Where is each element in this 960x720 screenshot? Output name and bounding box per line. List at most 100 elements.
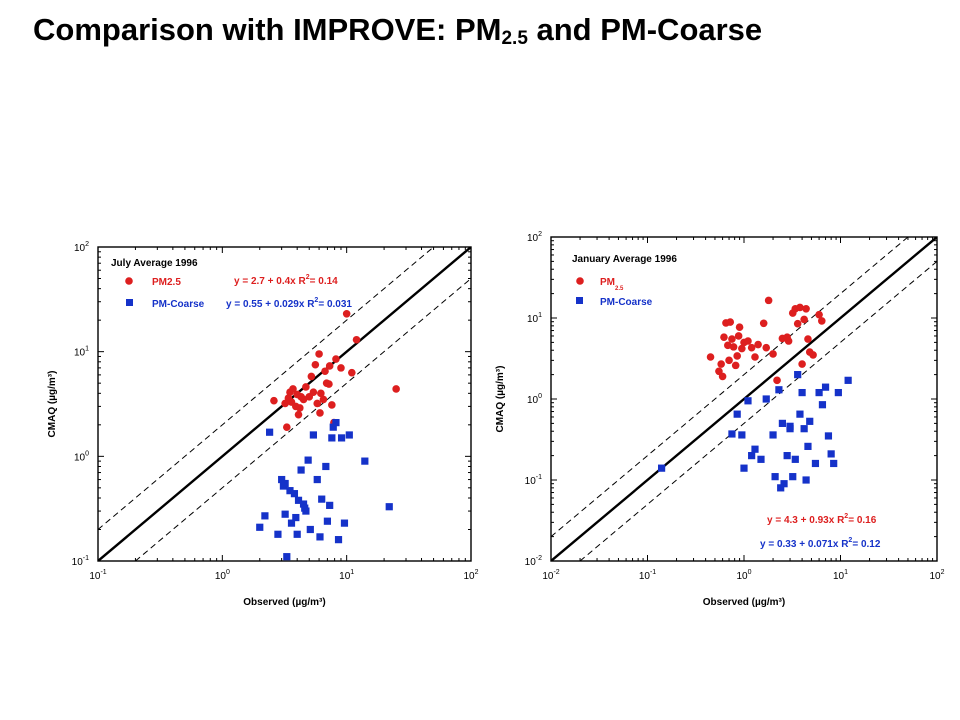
pm25-point <box>744 337 752 345</box>
tick-base: 10 <box>639 571 651 582</box>
tick-exponent: -2 <box>553 569 559 576</box>
coarse-point <box>751 445 759 453</box>
tick-exponent: 1 <box>350 569 354 576</box>
two-to-one-line <box>98 247 434 530</box>
x-tick-label: 10-1 <box>89 569 106 582</box>
y-tick-label: 101 <box>527 312 542 325</box>
series-coarse <box>658 371 852 492</box>
fit-equation-coarse: y = 0.55 + 0.029x R2= 0.031 <box>226 297 352 310</box>
coarse-point <box>757 455 765 463</box>
tick-exponent: -2 <box>536 555 542 562</box>
tick-exponent: 2 <box>538 231 542 238</box>
r2-value: = 0.16 <box>848 515 877 526</box>
coarse-point <box>762 395 770 403</box>
coarse-point <box>818 401 827 409</box>
coarse-point <box>334 536 343 544</box>
tick-base: 10 <box>929 571 941 582</box>
tick-exponent: 0 <box>226 569 230 576</box>
y-tick-label: 100 <box>527 393 542 406</box>
coarse-point <box>293 530 301 538</box>
x-tick-label: 10-2 <box>542 569 559 582</box>
pm25-point <box>726 318 735 326</box>
x-tick-label: 10-1 <box>639 569 656 582</box>
legend-pm25-marker <box>125 277 133 285</box>
pm25-point <box>270 396 278 405</box>
coarse-point <box>290 490 299 498</box>
pm25-point <box>315 350 323 358</box>
tick-base: 10 <box>525 557 537 568</box>
x-tick-label: 100 <box>215 569 230 582</box>
series-pm25 <box>270 310 400 431</box>
pm25-point <box>319 395 328 404</box>
tick-base: 10 <box>736 571 748 582</box>
pm25-point <box>783 333 791 341</box>
reference-lines <box>551 237 937 561</box>
tick-base: 10 <box>74 348 86 359</box>
coarse-point <box>301 504 309 512</box>
pm25-point <box>294 410 303 419</box>
tick-exponent: 2 <box>85 241 89 248</box>
legend-pm25-marker <box>576 277 584 285</box>
r2-sup: 2 <box>844 513 848 520</box>
pm25-point <box>720 333 728 341</box>
coarse-point <box>278 475 286 484</box>
slide-title: Comparison with IMPROVE: PM2.5 and PM-Co… <box>33 12 762 50</box>
coarse-point <box>728 430 736 438</box>
series-pm25 <box>706 296 826 385</box>
y-tick-label: 101 <box>74 346 89 359</box>
coarse-point <box>658 464 666 472</box>
r2-label: R <box>299 276 307 287</box>
coarse-point <box>385 503 393 511</box>
pm25-point <box>325 380 333 388</box>
x-tick-label: 102 <box>463 569 478 582</box>
tick-exponent: 2 <box>475 569 479 576</box>
coarse-point <box>299 500 308 508</box>
pm25-point <box>764 296 773 305</box>
pm25-point <box>773 376 781 385</box>
r2-sup: 2 <box>848 537 852 544</box>
y-tick-label: 10-1 <box>525 474 542 487</box>
y-axis-label: CMAQ (µg/m³) <box>47 371 58 438</box>
pm25-point <box>302 383 310 391</box>
pm25-point <box>793 319 802 328</box>
r2-label: R <box>841 539 849 550</box>
coarse-point <box>780 480 788 488</box>
title-subscript: 2.5 <box>501 28 528 49</box>
tick-base: 10 <box>215 571 227 582</box>
coarse-point <box>281 479 289 488</box>
panel-annotation: July Average 1996 <box>111 258 198 269</box>
r2-label: R <box>307 299 315 310</box>
legend-coarse-marker <box>126 299 133 306</box>
fit-equation-pm25: y = 2.7 + 0.4x R2= 0.14 <box>234 274 338 287</box>
tick-exponent: 1 <box>538 312 542 319</box>
coarse-point <box>815 388 823 397</box>
coarse-point <box>323 517 332 525</box>
coarse-point <box>827 450 835 458</box>
pm25-point <box>316 409 324 417</box>
coarse-point <box>789 473 797 481</box>
coarse-point <box>771 473 779 481</box>
pm25-point <box>283 423 291 431</box>
coarse-point <box>778 419 787 427</box>
r2-sup: 2 <box>314 297 318 304</box>
coarse-point <box>287 519 296 527</box>
coarse-point <box>806 417 814 425</box>
pm25-point <box>798 360 806 368</box>
pm25-point <box>735 323 744 331</box>
pm25-point <box>296 404 304 412</box>
coarse-point <box>316 533 324 541</box>
one-to-one-line <box>551 237 937 561</box>
tick-exponent: 1 <box>844 569 848 576</box>
tick-exponent: 0 <box>85 450 89 457</box>
pm25-point <box>804 335 812 343</box>
pm25-point <box>332 355 340 363</box>
r2-sup: 2 <box>306 274 310 281</box>
coarse-point <box>337 434 346 442</box>
coarse-point <box>256 523 264 531</box>
pm25-point <box>738 344 746 353</box>
y-tick-label: 102 <box>74 241 89 254</box>
x-tick-label: 101 <box>339 569 354 582</box>
tick-exponent: 1 <box>85 346 89 353</box>
coarse-point <box>777 484 785 492</box>
